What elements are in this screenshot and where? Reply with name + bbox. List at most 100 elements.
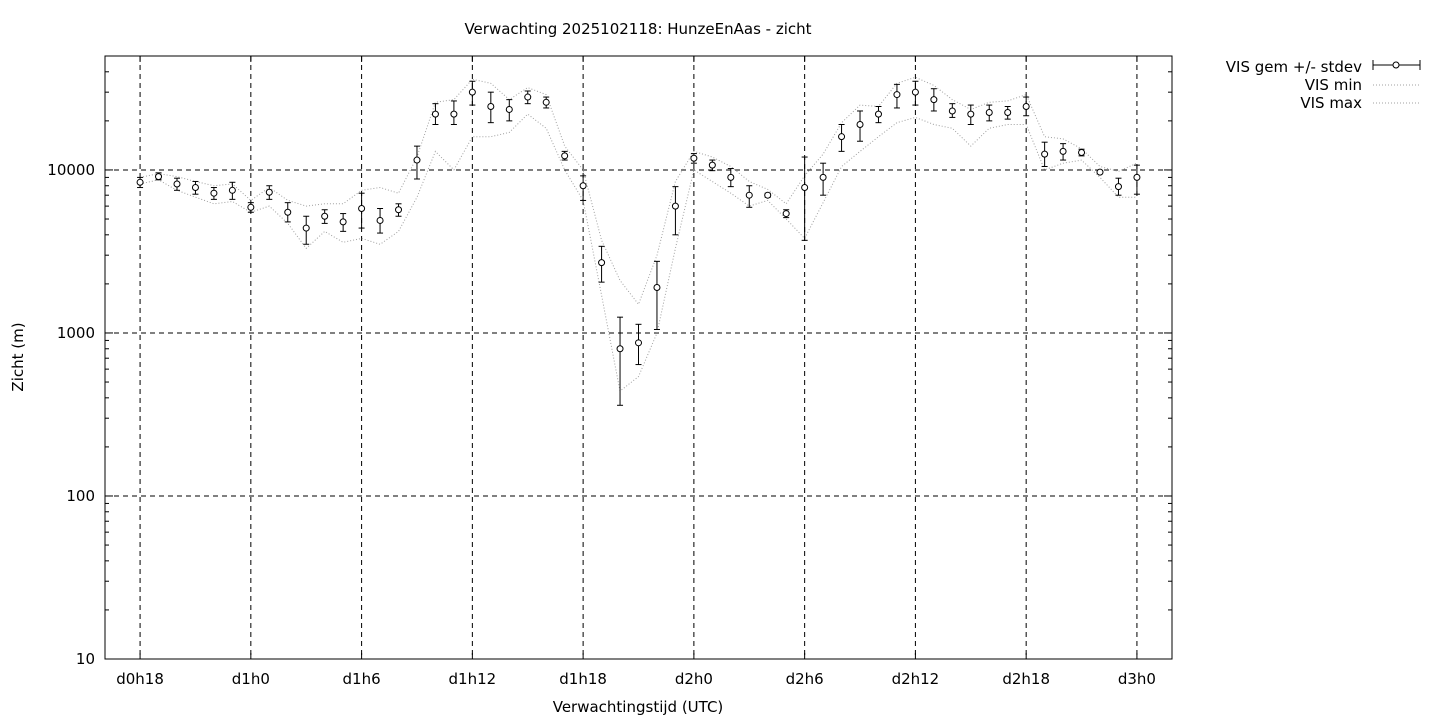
errorbar-point: [376, 208, 384, 234]
mean-marker: [191, 184, 199, 192]
errorbar-point: [967, 104, 975, 126]
mean-marker: [708, 161, 716, 169]
x-tick-label: d2h6: [786, 670, 824, 688]
x-tick-labels: d0h18 d1h0 d1h6 d1h12 d1h18 d2h0 d2h6 d2h12 d2h1…: [116, 670, 1156, 688]
mean-marker: [265, 188, 273, 196]
mean-marker: [690, 154, 698, 162]
errorbar-point: [302, 215, 310, 245]
errorbar-point: [284, 202, 292, 223]
series-vis-min: [139, 113, 1137, 392]
errorbar-point: [1041, 141, 1049, 167]
mean-marker: [155, 173, 163, 181]
axis-ticks: [105, 56, 1172, 660]
errorbar-point: [1096, 168, 1104, 176]
errorbar-point: [358, 192, 366, 229]
series-vis-gem: [136, 80, 1141, 406]
x-tick-label: d1h12: [449, 670, 497, 688]
errorbar-point: [1114, 177, 1122, 196]
legend-label-min: VIS min: [1305, 76, 1362, 94]
mean-marker: [524, 93, 532, 101]
mean-marker: [819, 173, 827, 181]
x-tick-label: d3h0: [1118, 670, 1156, 688]
errorbar-point: [708, 159, 716, 172]
mean-marker: [1096, 168, 1104, 176]
errorbar-point: [561, 150, 569, 161]
mean-marker: [671, 202, 679, 210]
mean-marker: [838, 133, 846, 141]
mean-marker: [505, 105, 513, 113]
x-tick-label: d2h0: [675, 670, 713, 688]
mean-marker: [413, 156, 421, 164]
y-tick-label: 10: [76, 650, 95, 668]
mean-marker: [930, 96, 938, 104]
errorbar-point: [985, 104, 993, 122]
x-tick-label: d1h6: [343, 670, 381, 688]
mean-marker: [598, 259, 606, 267]
mean-marker: [727, 173, 735, 181]
errorbar-point: [1133, 164, 1141, 195]
mean-marker: [321, 212, 329, 220]
errorbar-point: [247, 202, 255, 213]
legend-swatch-gem: [1372, 60, 1421, 70]
x-tick-label: d0h18: [116, 670, 164, 688]
legend-label-gem: VIS gem +/- stdev: [1226, 58, 1362, 76]
legend: VIS gem +/- stdev VIS min VIS max: [1226, 58, 1421, 112]
mean-marker: [856, 121, 864, 129]
x-axis-label: Verwachtingstijd (UTC): [553, 698, 724, 716]
mean-marker: [1114, 183, 1122, 191]
errorbar-point: [191, 180, 199, 195]
mean-marker: [948, 107, 956, 115]
errorbar-point: [616, 316, 624, 406]
y-tick-labels: 10 100 1000 10000: [47, 161, 95, 668]
errorbar-point: [856, 110, 864, 142]
errorbar-point: [155, 172, 163, 181]
errorbar-point: [838, 124, 846, 152]
errorbar-point: [579, 175, 587, 201]
errorbar-point: [745, 185, 753, 208]
errorbar-point: [542, 96, 550, 109]
mean-marker: [745, 191, 753, 199]
errorbar-point: [690, 153, 698, 164]
y-tick-label: 1000: [57, 324, 95, 342]
mean-marker: [358, 205, 366, 213]
mean-marker: [911, 88, 919, 96]
errorbar-point: [893, 83, 901, 109]
mean-marker: [450, 110, 458, 118]
errorbar-point: [598, 245, 606, 283]
mean-marker: [561, 152, 569, 160]
errorbar-point: [413, 145, 421, 180]
mean-marker: [782, 210, 790, 218]
mean-marker: [1041, 150, 1049, 158]
errorbar-point: [136, 176, 144, 189]
mean-marker: [967, 110, 975, 118]
errorbar-point: [450, 100, 458, 126]
mean-marker: [376, 216, 384, 224]
errorbar-point: [764, 191, 772, 199]
mean-marker: [542, 98, 550, 106]
errorbar-point: [911, 80, 919, 106]
errorbar-point: [819, 162, 827, 196]
x-tick-label: d2h12: [892, 670, 940, 688]
mean-marker: [247, 203, 255, 211]
errorbar-point: [782, 209, 790, 219]
mean-marker: [173, 180, 181, 188]
errorbar-point: [1022, 96, 1030, 117]
errorbar-point: [265, 185, 273, 200]
errorbar-point: [671, 186, 679, 236]
mean-marker: [985, 109, 993, 117]
errorbar-point: [635, 323, 642, 366]
x-tick-label: d1h0: [232, 670, 270, 688]
mean-marker: [1004, 109, 1012, 117]
mean-marker: [616, 345, 624, 353]
errorbar-point: [505, 99, 513, 122]
legend-label-max: VIS max: [1300, 94, 1362, 112]
y-axis-label: Zicht (m): [9, 322, 27, 391]
errorbar-point: [930, 88, 938, 112]
mean-marker: [395, 206, 403, 214]
grid: [105, 56, 1172, 659]
errorbar-point: [173, 177, 181, 191]
mean-marker: [1133, 173, 1141, 181]
mean-marker: [893, 91, 901, 99]
errorbar-point: [727, 168, 735, 188]
